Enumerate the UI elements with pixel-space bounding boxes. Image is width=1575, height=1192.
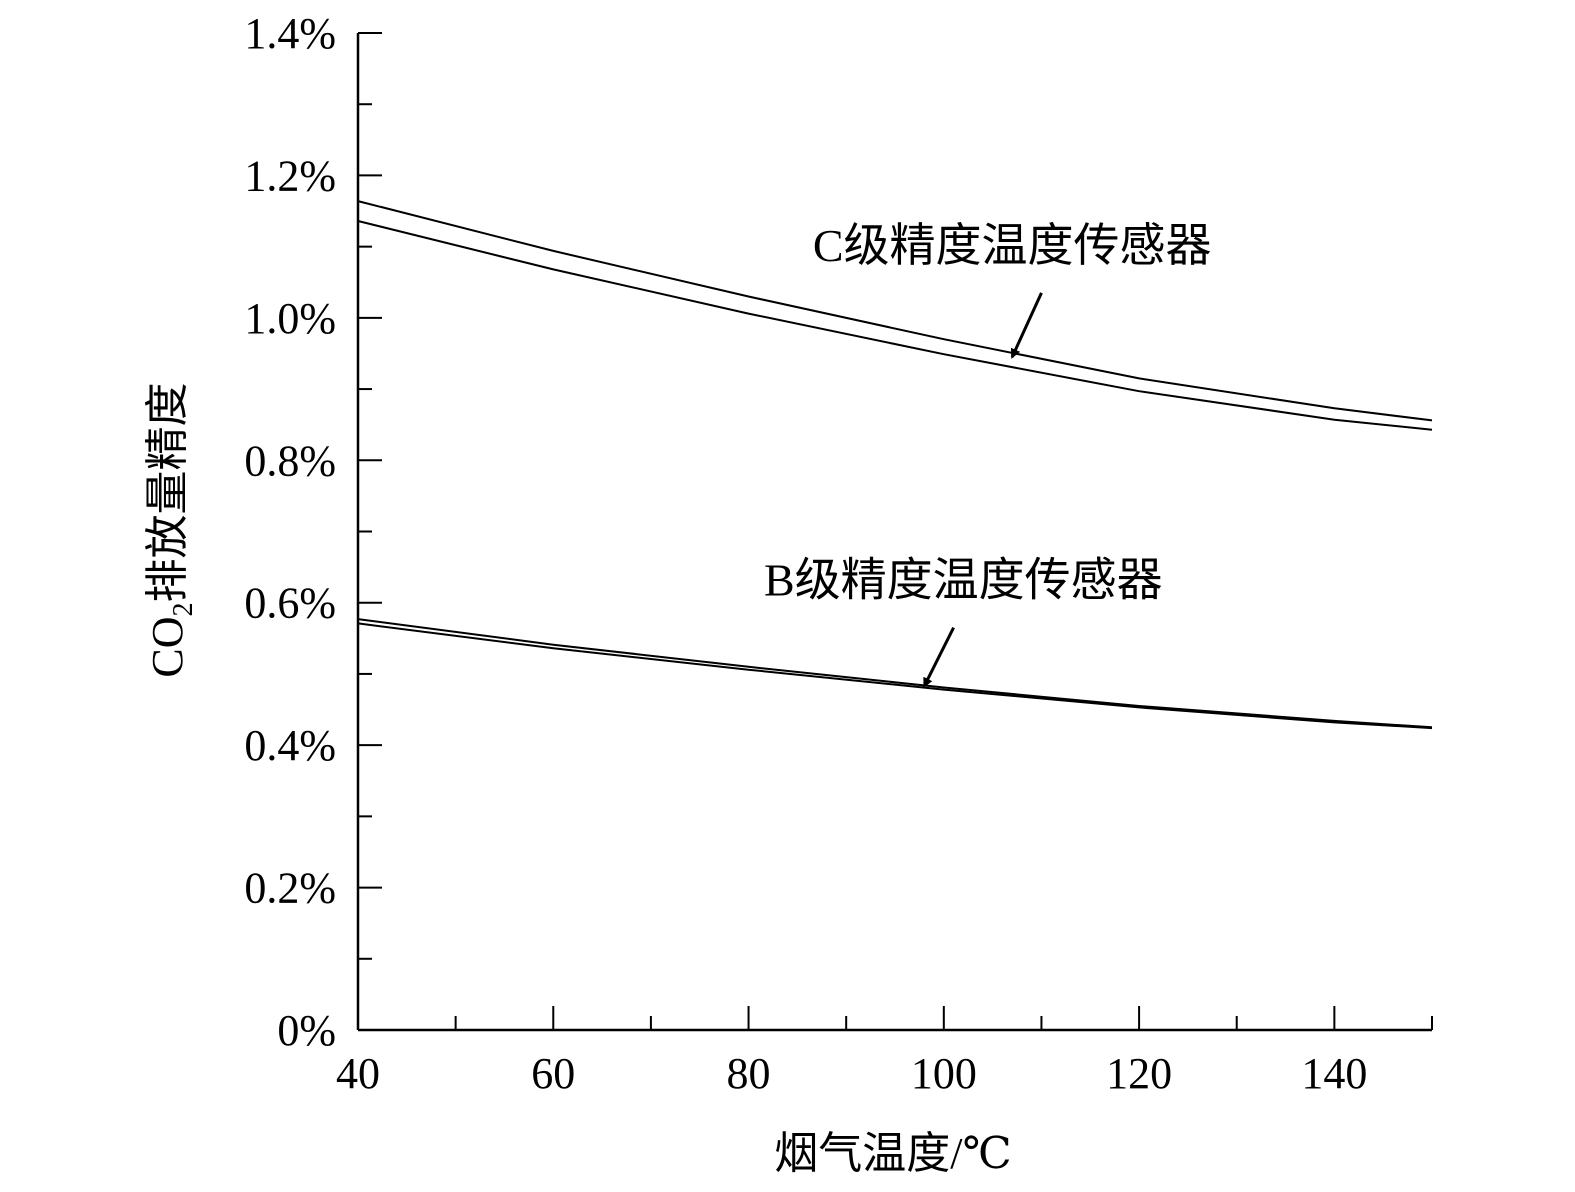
series-line-c-1 — [357, 200, 1433, 422]
annotation-label-2: B级精度温度传感器 — [764, 555, 1163, 606]
y-tick-label: 0% — [277, 1006, 336, 1055]
x-tick-label: 100 — [911, 1049, 977, 1098]
series-line-b-1 — [357, 618, 1433, 729]
x-tick-label: 120 — [1106, 1049, 1172, 1098]
x-tick-label: 60 — [531, 1049, 575, 1098]
y-axis-title: CO2排放量精度 — [143, 382, 199, 677]
y-axis-title-subscript: 2 — [168, 602, 199, 616]
y-tick-label: 0.8% — [244, 436, 336, 485]
y-axis-title-rest: 排放量精度 — [143, 382, 192, 602]
y-tick-label: 1.0% — [244, 294, 336, 343]
x-tick-label: 40 — [336, 1049, 380, 1098]
series-line-c-2 — [357, 220, 1433, 431]
x-axis-title: 烟气温度/℃ — [774, 1129, 1011, 1178]
annotation-arrow-2 — [922, 626, 955, 688]
annotation-label-1: C级精度温度传感器 — [813, 220, 1212, 271]
plot-area: 0% 0.2% 0.4% 0.6% 0.8% 1.0% 1.2% 1.4% 40 60 80 100 1… — [244, 9, 1433, 1098]
series-line-b-2 — [357, 622, 1433, 730]
y-tick-label: 0.2% — [244, 864, 336, 913]
y-axis-title-main: CO — [143, 616, 192, 677]
y-tick-label: 1.2% — [244, 151, 336, 200]
y-tick-label: 0.4% — [244, 721, 336, 770]
x-tick-label: 140 — [1301, 1049, 1367, 1098]
y-tick-label: 0.6% — [244, 579, 336, 628]
y-tick-label: 1.4% — [244, 9, 336, 58]
x-tick-label: 80 — [727, 1049, 771, 1098]
annotation-arrow-1 — [1010, 292, 1043, 359]
